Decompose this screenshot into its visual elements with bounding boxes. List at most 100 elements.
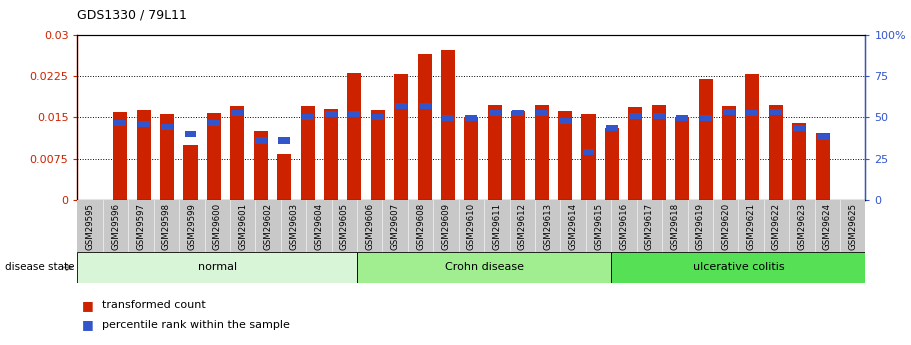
Text: GSM29599: GSM29599 — [188, 203, 197, 249]
Text: GSM29604: GSM29604 — [314, 203, 323, 250]
Text: GSM29619: GSM29619 — [696, 203, 705, 250]
Bar — [183, 145, 198, 200]
Bar — [208, 120, 220, 126]
Bar — [512, 110, 524, 117]
Bar — [113, 112, 128, 200]
Text: GSM29606: GSM29606 — [365, 203, 374, 250]
Text: GSM29622: GSM29622 — [772, 203, 781, 250]
Text: ulcerative colitis: ulcerative colitis — [692, 263, 784, 272]
Bar — [441, 50, 456, 200]
Bar — [629, 107, 642, 200]
Text: GSM29612: GSM29612 — [517, 203, 527, 250]
Bar — [581, 114, 596, 200]
Text: GSM29616: GSM29616 — [619, 203, 629, 250]
Bar — [419, 103, 431, 109]
Bar — [489, 110, 501, 116]
Text: GSM29617: GSM29617 — [645, 203, 654, 250]
Bar — [372, 114, 384, 120]
Bar — [185, 131, 197, 137]
Bar — [255, 137, 267, 144]
Bar — [676, 115, 688, 121]
Bar — [653, 112, 665, 119]
Bar — [605, 128, 619, 200]
Text: GSM29621: GSM29621 — [746, 203, 755, 250]
Bar — [700, 115, 711, 121]
Bar — [651, 105, 666, 200]
Bar — [699, 79, 712, 200]
Bar — [815, 133, 830, 200]
Text: ■: ■ — [82, 318, 94, 332]
Bar — [137, 110, 150, 200]
Bar — [559, 118, 571, 124]
Text: GSM29610: GSM29610 — [467, 203, 476, 250]
Bar — [357, 252, 611, 283]
Text: GSM29615: GSM29615 — [594, 203, 603, 250]
Text: transformed count: transformed count — [102, 300, 206, 310]
Text: GSM29618: GSM29618 — [670, 203, 680, 250]
Text: disease state: disease state — [5, 263, 74, 272]
Bar — [161, 124, 173, 130]
Bar — [745, 74, 760, 200]
Bar — [394, 74, 408, 200]
Bar — [606, 125, 618, 131]
Bar — [371, 110, 384, 200]
Bar — [254, 130, 268, 200]
Bar — [511, 111, 526, 200]
Bar — [395, 103, 407, 109]
Bar — [231, 110, 243, 117]
Text: GDS1330 / 79L11: GDS1330 / 79L11 — [77, 9, 188, 22]
Text: GSM29598: GSM29598 — [162, 203, 171, 250]
Bar — [466, 115, 477, 121]
Bar — [138, 121, 149, 127]
Bar — [207, 114, 221, 200]
Bar — [675, 117, 689, 200]
Text: GSM29625: GSM29625 — [848, 203, 857, 250]
Text: GSM29623: GSM29623 — [797, 203, 806, 250]
Bar — [770, 109, 782, 115]
Bar — [582, 149, 595, 155]
Text: GSM29600: GSM29600 — [213, 203, 221, 250]
Bar — [611, 252, 865, 283]
Bar — [302, 114, 313, 120]
Text: GSM29601: GSM29601 — [238, 203, 247, 250]
Bar — [114, 120, 127, 126]
Text: GSM29620: GSM29620 — [722, 203, 730, 250]
Text: GSM29611: GSM29611 — [492, 203, 501, 250]
Text: Crohn disease: Crohn disease — [445, 263, 524, 272]
Bar — [793, 123, 806, 200]
Text: GSM29613: GSM29613 — [543, 203, 552, 250]
Bar — [278, 137, 290, 144]
Bar — [77, 252, 357, 283]
Text: normal: normal — [198, 263, 237, 272]
Bar — [324, 109, 338, 200]
Bar — [325, 111, 337, 117]
Bar — [160, 114, 174, 200]
Bar — [769, 105, 783, 200]
Bar — [442, 115, 454, 121]
Text: GSM29609: GSM29609 — [442, 203, 451, 250]
Bar — [277, 154, 292, 200]
Bar — [536, 110, 548, 117]
Bar — [630, 112, 641, 119]
Bar — [487, 105, 502, 200]
Text: GSM29608: GSM29608 — [416, 203, 425, 250]
Text: ■: ■ — [82, 299, 94, 312]
Text: GSM29605: GSM29605 — [340, 203, 349, 250]
Text: GSM29603: GSM29603 — [289, 203, 298, 250]
Bar — [558, 111, 572, 200]
Bar — [723, 109, 735, 115]
Text: percentile rank within the sample: percentile rank within the sample — [102, 320, 290, 330]
Text: GSM29595: GSM29595 — [86, 203, 95, 250]
Bar — [746, 110, 758, 117]
Bar — [417, 54, 432, 200]
Bar — [348, 111, 361, 117]
Text: GSM29624: GSM29624 — [823, 203, 832, 250]
Bar — [722, 106, 736, 200]
Bar — [535, 105, 548, 200]
Text: GSM29602: GSM29602 — [263, 203, 272, 250]
Text: GSM29596: GSM29596 — [111, 203, 120, 250]
Text: GSM29614: GSM29614 — [568, 203, 578, 250]
Bar — [793, 125, 805, 131]
Bar — [816, 134, 829, 140]
Bar — [465, 117, 478, 200]
